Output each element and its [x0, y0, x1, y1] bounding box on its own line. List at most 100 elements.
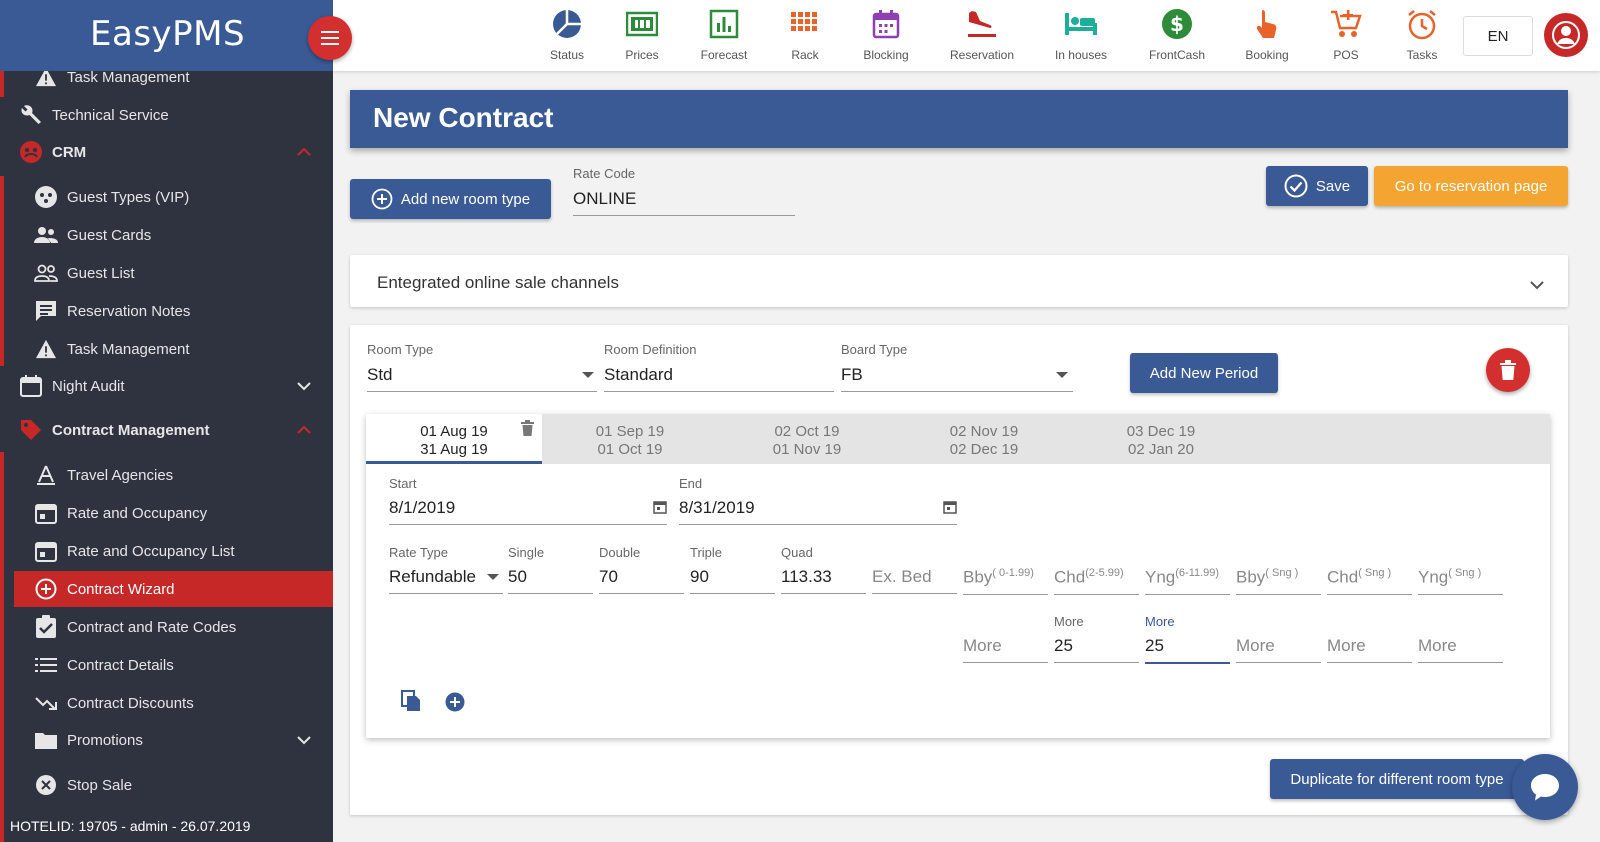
dollar-icon: $: [1137, 6, 1217, 42]
sidebar-item-contract-management[interactable]: Contract Management: [0, 412, 333, 448]
baby-single-more-input[interactable]: More: [1236, 636, 1321, 663]
tool-prices[interactable]: Prices: [602, 6, 682, 62]
tool-forecast[interactable]: Forecast: [684, 6, 764, 62]
end-date-input[interactable]: 8/31/2019: [679, 498, 957, 525]
sidebar-item-crm[interactable]: CRM: [0, 134, 333, 170]
sidebar-item-label: Contract and Rate Codes: [67, 618, 237, 636]
chat-button[interactable]: [1512, 754, 1578, 820]
top-toolbar: [333, 0, 1600, 71]
language-selector[interactable]: EN: [1463, 16, 1533, 56]
period-tab-3[interactable]: 02 Oct 19 01 Nov 19: [772, 423, 842, 458]
people-icon: [33, 223, 59, 247]
online-channels-accordion[interactable]: Entegrated online sale channels: [350, 255, 1568, 307]
period-tab-2[interactable]: 01 Sep 19 01 Oct 19: [595, 423, 665, 458]
sidebar-item-guest-list[interactable]: Guest List: [0, 255, 333, 291]
go-to-reservation-button[interactable]: Go to reservation page: [1374, 166, 1568, 206]
plus-circle-icon: [33, 577, 59, 601]
tool-blocking[interactable]: Blocking: [846, 6, 926, 62]
tool-reservation[interactable]: Reservation: [942, 6, 1022, 62]
sidebar-item-contract-discounts[interactable]: Contract Discounts: [0, 685, 333, 721]
vip-icon: [33, 185, 59, 209]
delete-room-type-button[interactable]: [1486, 348, 1530, 392]
room-type-select[interactable]: Std: [367, 365, 597, 392]
calendar-icon[interactable]: [943, 500, 957, 519]
warning-icon: [33, 65, 59, 89]
sidebar-item-rate-and-occupancy-list[interactable]: Rate and Occupancy List: [0, 533, 333, 569]
sidebar-item-travel-agencies[interactable]: Travel Agencies: [0, 457, 333, 493]
sidebar-item-stop-sale[interactable]: Stop Sale: [0, 767, 333, 803]
young-single-rate-input[interactable]: Yng( Sng ): [1418, 567, 1503, 595]
baby-more-input[interactable]: More: [963, 636, 1048, 663]
sidebar-item-label: Contract Discounts: [67, 694, 194, 712]
baby-single-rate-input[interactable]: Bby( Sng ): [1236, 567, 1321, 595]
calendar-icon: [33, 501, 59, 525]
add-new-period-button[interactable]: Add New Period: [1130, 353, 1278, 393]
calendar-icon[interactable]: [653, 500, 667, 519]
chevron-up-icon: [297, 422, 311, 439]
user-avatar-button[interactable]: [1544, 13, 1588, 57]
young-rate-input[interactable]: Yng(6-11.99): [1145, 567, 1230, 595]
add-rate-icon[interactable]: [445, 692, 465, 717]
double-rate-input[interactable]: 70: [599, 567, 684, 594]
rate-code-input[interactable]: ONLINE: [573, 189, 795, 216]
sidebar-item-promotions[interactable]: Promotions: [0, 722, 333, 758]
start-date-input[interactable]: 8/1/2019: [389, 498, 667, 525]
period-tab-5[interactable]: 03 Dec 19 02 Jan 20: [1126, 423, 1196, 458]
sidebar-item-night-audit[interactable]: Night Audit: [0, 368, 333, 404]
sidebar-item-rate-and-occupancy[interactable]: Rate and Occupancy: [0, 495, 333, 531]
dropdown-arrow-icon: [1056, 372, 1068, 378]
period-tab-4[interactable]: 02 Nov 19 02 Dec 19: [949, 423, 1019, 458]
sidebar-item-task-management-top[interactable]: Task Management: [0, 59, 333, 95]
add-room-type-button[interactable]: Add new room type: [350, 179, 551, 219]
blocking-icon: [846, 6, 926, 42]
child-more-input[interactable]: 25: [1054, 636, 1139, 663]
child-rate-input[interactable]: Chd(2-5.99): [1054, 567, 1139, 595]
sidebar-item-technical-service[interactable]: Technical Service: [0, 97, 333, 133]
sidebar-item-label: Task Management: [67, 340, 190, 358]
child-single-rate-input[interactable]: Chd( Sng ): [1327, 567, 1412, 595]
sidebar-item-reservation-notes[interactable]: Reservation Notes: [0, 293, 333, 329]
board-type-select[interactable]: FB: [841, 365, 1073, 392]
young-more-input[interactable]: 25: [1145, 636, 1230, 664]
tool-tasks[interactable]: Tasks: [1382, 6, 1462, 62]
quad-rate-input[interactable]: 113.33: [781, 567, 866, 594]
page-title-bar: New Contract: [350, 90, 1568, 148]
baby-rate-input[interactable]: Bby( 0-1.99): [963, 567, 1048, 595]
tool-rack[interactable]: Rack: [765, 6, 845, 62]
period-tab-1[interactable]: 01 Aug 19 31 Aug 19: [366, 414, 542, 464]
sidebar-item-contract-and-rate-codes[interactable]: Contract and Rate Codes: [0, 609, 333, 645]
pie-icon: [527, 6, 607, 42]
single-rate-input[interactable]: 50: [508, 567, 593, 594]
chevron-up-icon: [297, 144, 311, 161]
tool-frontcash[interactable]: $ FrontCash: [1137, 6, 1217, 62]
sidebar-item-guest-types[interactable]: Guest Types (VIP): [0, 179, 333, 215]
sidebar-item-contract-wizard[interactable]: Contract Wizard: [14, 571, 333, 607]
save-button[interactable]: Save: [1266, 166, 1368, 206]
forecast-icon: [684, 6, 764, 42]
tool-booking[interactable]: Booking: [1227, 6, 1307, 62]
duplicate-room-type-button[interactable]: Duplicate for different room type: [1270, 759, 1524, 799]
sidebar-item-guest-cards[interactable]: Guest Cards: [0, 217, 333, 253]
triple-label: Triple: [690, 545, 723, 560]
delete-period-icon[interactable]: [521, 420, 534, 441]
tool-in-houses[interactable]: In houses: [1041, 6, 1121, 62]
copy-icon[interactable]: [401, 690, 421, 717]
rate-type-select[interactable]: Refundable: [389, 567, 503, 594]
board-type-label: Board Type: [841, 342, 908, 357]
extra-bed-input[interactable]: Ex. Bed: [872, 567, 957, 594]
menu-toggle-button[interactable]: [308, 16, 352, 60]
sidebar-item-label: Guest Types (VIP): [67, 188, 190, 206]
tool-status[interactable]: Status: [527, 6, 607, 62]
sidebar: Task Management Technical Service CRM Gu…: [0, 0, 333, 842]
sidebar-item-task-management[interactable]: Task Management: [0, 331, 333, 367]
hotel-id-footer: HOTELID: 19705 - admin - 26.07.2019: [10, 818, 251, 834]
child-single-more-input[interactable]: More: [1327, 636, 1412, 663]
young-single-more-input[interactable]: More: [1418, 636, 1503, 663]
rate-code-label: Rate Code: [573, 166, 636, 181]
tool-pos[interactable]: POS: [1306, 6, 1386, 62]
clipboard-check-icon: [33, 615, 59, 639]
double-label: Double: [599, 545, 641, 560]
triple-rate-input[interactable]: 90: [690, 567, 775, 594]
room-definition-input[interactable]: Standard: [604, 365, 834, 392]
sidebar-item-contract-details[interactable]: Contract Details: [0, 647, 333, 683]
